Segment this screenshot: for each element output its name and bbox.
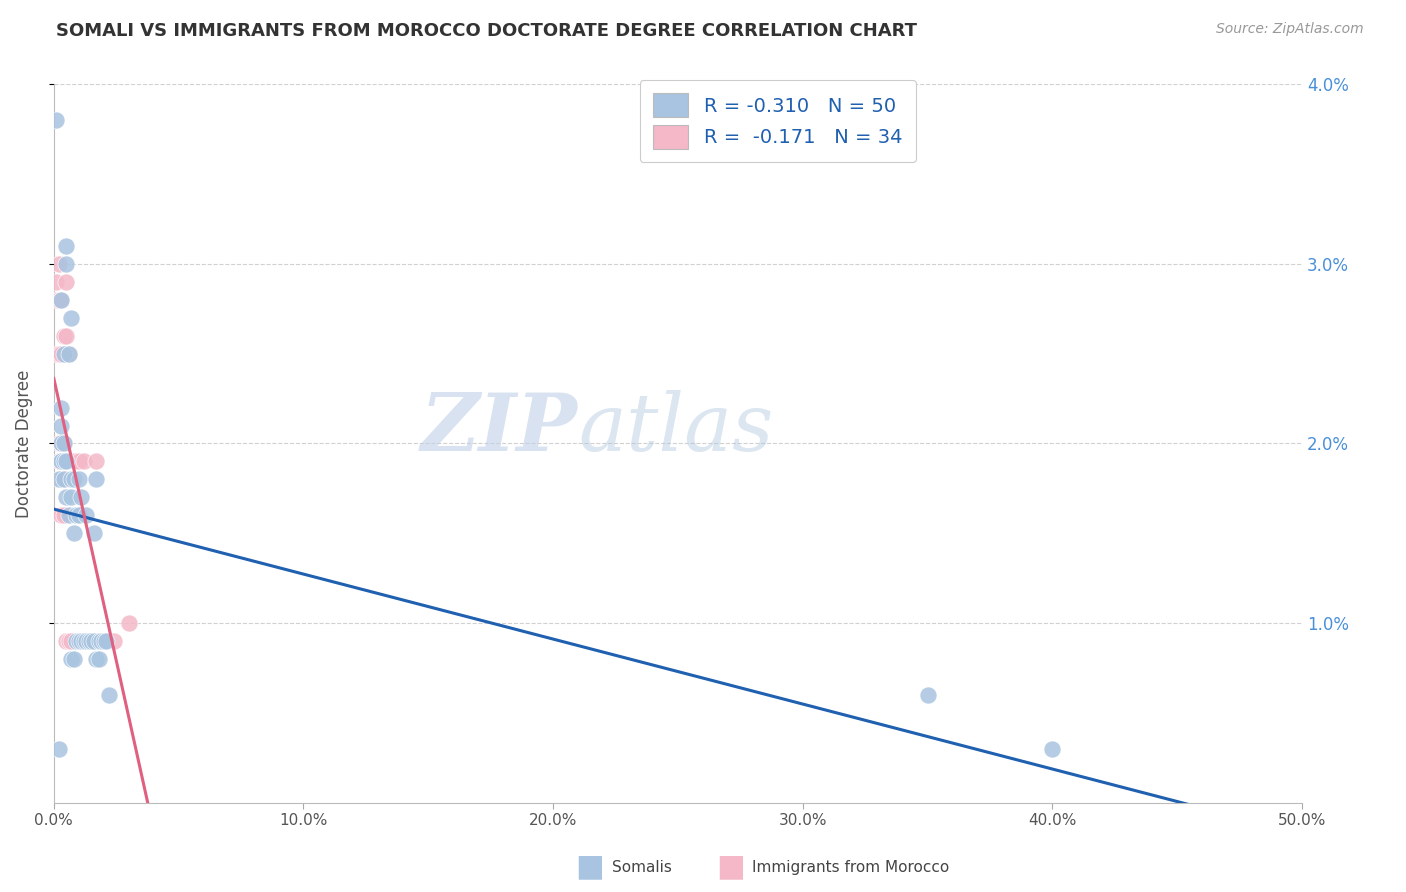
Point bbox=[83, 526, 105, 541]
Point bbox=[55, 454, 77, 468]
Point bbox=[48, 741, 70, 756]
Point bbox=[87, 652, 110, 666]
Legend: R = -0.310   N = 50, R =  -0.171   N = 34: R = -0.310 N = 50, R = -0.171 N = 34 bbox=[640, 79, 915, 162]
Point bbox=[65, 508, 87, 523]
Point bbox=[48, 436, 70, 450]
Point bbox=[70, 634, 93, 648]
Text: Immigrants from Morocco: Immigrants from Morocco bbox=[752, 860, 949, 874]
Point bbox=[51, 454, 73, 468]
Point bbox=[52, 472, 75, 486]
Point bbox=[55, 328, 77, 343]
Point bbox=[45, 113, 67, 128]
Point bbox=[52, 508, 75, 523]
Point bbox=[51, 436, 73, 450]
Point bbox=[67, 634, 90, 648]
Point bbox=[55, 275, 77, 289]
Point bbox=[62, 454, 84, 468]
Text: ZIP: ZIP bbox=[422, 391, 578, 468]
Point bbox=[60, 652, 83, 666]
Point bbox=[93, 634, 115, 648]
Text: ■: ■ bbox=[716, 853, 745, 881]
Point bbox=[45, 293, 67, 307]
Point bbox=[55, 454, 77, 468]
Point bbox=[51, 508, 73, 523]
Point bbox=[55, 491, 77, 505]
Point bbox=[97, 688, 120, 702]
Point bbox=[51, 293, 73, 307]
Point bbox=[62, 652, 84, 666]
Point bbox=[62, 526, 84, 541]
Point bbox=[60, 310, 83, 325]
Point bbox=[67, 454, 90, 468]
Point bbox=[51, 347, 73, 361]
Point bbox=[45, 347, 67, 361]
Point bbox=[65, 454, 87, 468]
Point bbox=[96, 634, 118, 648]
Point bbox=[48, 293, 70, 307]
Text: Source: ZipAtlas.com: Source: ZipAtlas.com bbox=[1216, 22, 1364, 37]
Point bbox=[917, 688, 939, 702]
Point bbox=[1040, 741, 1063, 756]
Point bbox=[73, 454, 96, 468]
Point bbox=[67, 472, 90, 486]
Point bbox=[65, 634, 87, 648]
Point bbox=[48, 347, 70, 361]
Point bbox=[73, 634, 96, 648]
Point bbox=[51, 418, 73, 433]
Point bbox=[55, 634, 77, 648]
Point bbox=[51, 454, 73, 468]
Point bbox=[118, 615, 141, 630]
Point bbox=[70, 491, 93, 505]
Point bbox=[52, 454, 75, 468]
Point bbox=[84, 454, 107, 468]
Point bbox=[48, 472, 70, 486]
Text: Somalis: Somalis bbox=[612, 860, 672, 874]
Point bbox=[51, 436, 73, 450]
Point bbox=[52, 472, 75, 486]
Point bbox=[67, 634, 90, 648]
Point bbox=[51, 472, 73, 486]
Point bbox=[62, 472, 84, 486]
Y-axis label: Doctorate Degree: Doctorate Degree bbox=[15, 369, 32, 517]
Point bbox=[80, 634, 103, 648]
Point bbox=[52, 436, 75, 450]
Text: ■: ■ bbox=[575, 853, 605, 881]
Point bbox=[83, 634, 105, 648]
Point bbox=[48, 454, 70, 468]
Point bbox=[103, 634, 125, 648]
Point bbox=[60, 491, 83, 505]
Point bbox=[48, 257, 70, 271]
Point bbox=[55, 239, 77, 253]
Point bbox=[58, 347, 80, 361]
Point bbox=[84, 652, 107, 666]
Text: SOMALI VS IMMIGRANTS FROM MOROCCO DOCTORATE DEGREE CORRELATION CHART: SOMALI VS IMMIGRANTS FROM MOROCCO DOCTOR… bbox=[56, 22, 917, 40]
Point bbox=[45, 275, 67, 289]
Point bbox=[51, 401, 73, 415]
Point bbox=[55, 257, 77, 271]
Point bbox=[87, 634, 110, 648]
Point bbox=[58, 508, 80, 523]
Point bbox=[51, 293, 73, 307]
Point bbox=[67, 508, 90, 523]
Point bbox=[84, 472, 107, 486]
Point bbox=[52, 347, 75, 361]
Point bbox=[75, 634, 97, 648]
Point bbox=[77, 634, 100, 648]
Point bbox=[75, 634, 97, 648]
Point bbox=[60, 634, 83, 648]
Point bbox=[52, 328, 75, 343]
Point bbox=[60, 472, 83, 486]
Text: atlas: atlas bbox=[578, 391, 773, 468]
Point bbox=[52, 436, 75, 450]
Point bbox=[58, 634, 80, 648]
Point bbox=[58, 347, 80, 361]
Point bbox=[75, 508, 97, 523]
Point bbox=[90, 634, 112, 648]
Point bbox=[80, 634, 103, 648]
